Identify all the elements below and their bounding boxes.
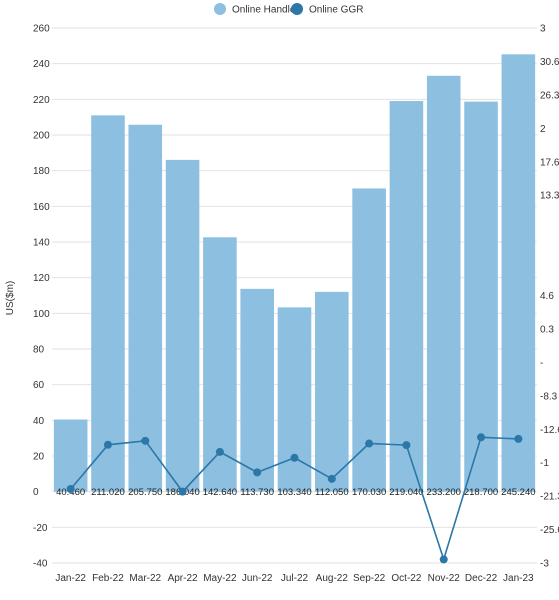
y2-tick-label: -1 <box>540 458 549 469</box>
x-tick-label: Apr-22 <box>168 573 198 584</box>
bar-data-label: 233.200 <box>427 487 461 498</box>
ggr-point-oct-22 <box>402 441 411 450</box>
y-axis-title: US($m) <box>5 281 16 315</box>
y-tick-label: 160 <box>33 202 50 213</box>
x-tick-label: Jun-22 <box>242 573 273 584</box>
ggr-point-jan-22 <box>66 484 75 493</box>
ggr-point-jun-22 <box>253 468 262 477</box>
y-tick-label: 20 <box>33 452 45 463</box>
bar-aug-22 <box>315 291 349 492</box>
bar-jan-22 <box>53 419 88 492</box>
y-tick-label: 80 <box>33 345 45 356</box>
bar-data-label: 218.700 <box>464 487 498 498</box>
x-tick-label: Jul-22 <box>281 573 309 584</box>
ggr-point-jan-23 <box>514 434 523 443</box>
ggr-point-apr-22 <box>178 487 187 496</box>
bar-data-label: 219.040 <box>389 487 423 498</box>
ggr-point-nov-22 <box>439 555 448 564</box>
ggr-point-feb-22 <box>103 440 112 449</box>
y-tick-label: -40 <box>33 559 48 570</box>
y-tick-label: 240 <box>33 59 50 70</box>
y2-tick-label: 0.3 <box>540 324 554 335</box>
y2-tick-label: -25.6 <box>540 525 559 536</box>
y-tick-label: 40 <box>33 416 45 427</box>
bar-data-label: 113.730 <box>240 487 274 498</box>
bar-data-label: 112.050 <box>315 487 349 498</box>
ggr-point-jul-22 <box>290 453 299 462</box>
y2-tick-label: -12.6 <box>540 425 559 436</box>
y2-tick-label: 30.6 <box>540 57 559 68</box>
bar-dec-22 <box>464 101 498 492</box>
bar-data-label: 170.030 <box>352 487 386 498</box>
ggr-point-may-22 <box>215 447 224 456</box>
x-tick-label: Nov-22 <box>428 573 461 584</box>
y-tick-label: 120 <box>33 273 50 284</box>
x-tick-label: Mar-22 <box>129 573 161 584</box>
bar-jun-22 <box>240 288 274 492</box>
bar-data-label: 142.640 <box>203 487 237 498</box>
bar-data-label: 245.240 <box>501 487 535 498</box>
bar-apr-22 <box>165 159 200 492</box>
y2-tick-label: 4.6 <box>540 291 554 302</box>
y-tick-label: 0 <box>33 487 39 498</box>
y-tick-label: 260 <box>33 24 50 35</box>
y2-tick-label: -3 <box>540 559 549 570</box>
y-tick-label: 140 <box>33 238 50 249</box>
y-tick-label: 200 <box>33 131 50 142</box>
legend-label: Online GGR <box>309 5 363 16</box>
y2-tick-label: -8.3 <box>540 391 558 402</box>
y2-tick-label: 26.3 <box>540 90 559 101</box>
y2-tick-label: - <box>540 358 543 369</box>
bar-oct-22 <box>389 101 424 492</box>
ggr-point-sep-22 <box>365 439 374 448</box>
y-tick-label: 180 <box>33 166 50 177</box>
x-tick-label: Dec-22 <box>465 573 498 584</box>
y-tick-label: 220 <box>33 95 50 106</box>
legend-label: Online Handle <box>232 5 296 16</box>
bar-nov-22 <box>426 75 461 492</box>
y2-tick-label: 13.3 <box>540 191 559 202</box>
y2-tick-label: -21.3 <box>540 492 559 503</box>
x-tick-label: Jan-23 <box>503 573 534 584</box>
ggr-point-mar-22 <box>141 436 150 445</box>
x-tick-label: Sep-22 <box>353 573 386 584</box>
y2-tick-label: 2 <box>540 124 546 135</box>
x-tick-label: May-22 <box>203 573 237 584</box>
x-tick-label: Feb-22 <box>92 573 124 584</box>
x-tick-label: Aug-22 <box>316 573 349 584</box>
y-tick-label: 60 <box>33 380 45 391</box>
y-tick-label: 100 <box>33 309 50 320</box>
legend-marker <box>214 3 226 15</box>
bar-feb-22 <box>91 115 125 492</box>
bar-data-label: 211.020 <box>91 487 125 498</box>
y-tick-label: -20 <box>33 523 48 534</box>
x-tick-label: Oct-22 <box>391 573 421 584</box>
ggr-point-aug-22 <box>327 474 336 483</box>
bar-mar-22 <box>128 124 163 492</box>
x-tick-label: Jan-22 <box>55 573 86 584</box>
ggr-point-dec-22 <box>477 433 486 442</box>
y2-tick-label: 3 <box>540 24 546 35</box>
y2-tick-label: 17.6 <box>540 157 559 168</box>
bar-data-label: 205.750 <box>128 487 162 498</box>
bar-data-label: 103.340 <box>277 487 311 498</box>
bar-jan-23 <box>501 54 536 492</box>
legend-marker <box>291 3 303 15</box>
